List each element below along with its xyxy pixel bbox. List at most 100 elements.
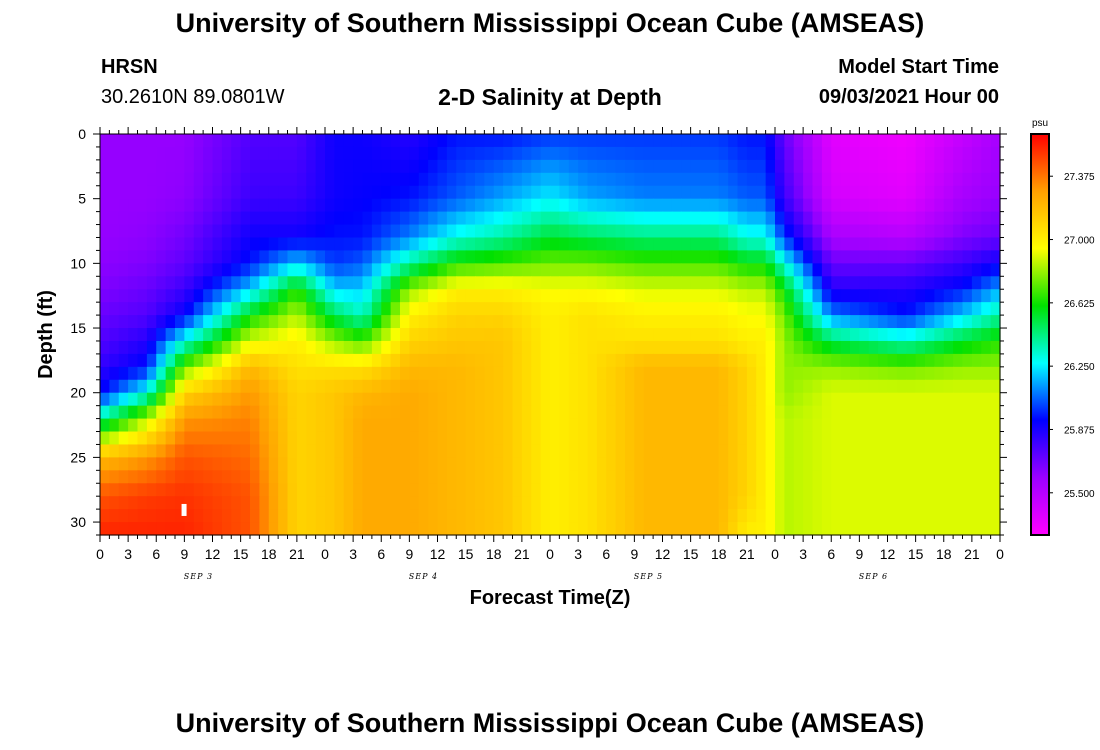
heatmap-cell (409, 328, 420, 342)
heatmap-cell (521, 431, 532, 446)
heatmap-cell (840, 315, 851, 329)
heatmap-cell (990, 263, 1001, 277)
heatmap-cell (503, 431, 514, 446)
heatmap-cell (662, 276, 673, 290)
heatmap-cell (118, 302, 129, 316)
heatmap-cell (559, 146, 570, 161)
heatmap-cell (606, 353, 617, 368)
heatmap-cell (128, 185, 139, 200)
heatmap-cell (268, 496, 279, 510)
heatmap-cell (118, 418, 129, 433)
heatmap-cell (803, 302, 814, 316)
heatmap-cell (296, 353, 307, 368)
heatmap-cell (625, 509, 635, 523)
heatmap-cell (315, 340, 326, 355)
heatmap-cell (634, 211, 645, 226)
heatmap-cell (484, 392, 495, 407)
heatmap-cell (915, 379, 926, 394)
heatmap-cell (775, 289, 785, 303)
heatmap-cell (990, 159, 1001, 174)
heatmap-cell (962, 392, 973, 407)
heatmap-cell (371, 172, 382, 187)
heatmap-cell (381, 289, 392, 303)
heatmap-cell (221, 522, 232, 536)
heatmap-cell (503, 289, 514, 303)
heatmap-cell (353, 431, 364, 446)
heatmap-cell (353, 483, 364, 497)
heatmap-cell (437, 198, 448, 213)
heatmap-cell (868, 470, 879, 484)
heatmap-cell (690, 353, 701, 368)
heatmap-cell (512, 457, 523, 471)
heatmap-cell (887, 224, 898, 239)
heatmap-cell (465, 444, 476, 458)
heatmap-cell (203, 496, 214, 510)
heatmap-cell (193, 172, 204, 187)
heatmap-cell (390, 496, 401, 510)
heatmap-cell (400, 340, 410, 355)
heatmap-cell (278, 366, 289, 381)
heatmap-cell (212, 315, 223, 329)
heatmap-cell (484, 431, 495, 446)
heatmap-cell (990, 353, 1001, 368)
heatmap-cell (381, 224, 392, 239)
heatmap-cell (550, 353, 560, 368)
heatmap-cell (221, 159, 232, 174)
heatmap-cell (953, 146, 964, 161)
heatmap-cell (475, 431, 485, 446)
heatmap-cell (456, 289, 467, 303)
heatmap-cell (343, 289, 354, 303)
heatmap-cell (343, 276, 354, 290)
heatmap-cell (775, 405, 785, 420)
heatmap-cell (803, 353, 814, 368)
heatmap-cell (409, 302, 420, 316)
heatmap-cell (625, 159, 635, 174)
heatmap-cell (193, 496, 204, 510)
heatmap-cell (175, 405, 185, 420)
heatmap-cell (765, 134, 776, 148)
heatmap-cell (418, 483, 429, 497)
heatmap-cell (390, 159, 401, 174)
heatmap-cell (718, 457, 729, 471)
heatmap-cell (568, 276, 579, 290)
heatmap-cell (503, 263, 514, 277)
heatmap-cell (287, 237, 298, 252)
heatmap-cell (409, 379, 420, 394)
heatmap-cell (784, 366, 795, 381)
heatmap-cell (268, 444, 279, 458)
x-tick-label: 15 (683, 546, 699, 562)
heatmap-cell (165, 418, 176, 433)
heatmap-cell (653, 470, 664, 484)
heatmap-cell (146, 224, 157, 239)
heatmap-cell (775, 366, 785, 381)
heatmap-cell (146, 431, 157, 446)
heatmap-cell (943, 134, 954, 148)
heatmap-cell (775, 470, 785, 484)
heatmap-cell (990, 522, 1001, 536)
heatmap-cell (231, 237, 242, 252)
heatmap-cell (296, 198, 307, 213)
heatmap-cell (728, 496, 739, 510)
heatmap-cell (381, 198, 392, 213)
heatmap-cell (184, 431, 195, 446)
heatmap-cell (296, 366, 307, 381)
heatmap-cell (746, 302, 757, 316)
heatmap-cell (137, 146, 148, 161)
heatmap-cell (193, 470, 204, 484)
heatmap-cell (962, 457, 973, 471)
heatmap-cell (521, 496, 532, 510)
heatmap-cell (465, 470, 476, 484)
heatmap-cell (109, 509, 120, 523)
heatmap-cell (578, 457, 589, 471)
heatmap-cell (203, 185, 214, 200)
heatmap-cell (212, 509, 223, 523)
heatmap-cell (887, 159, 898, 174)
heatmap-cell (175, 418, 185, 433)
heatmap-cell (840, 522, 851, 536)
heatmap-cell (259, 237, 270, 252)
heatmap-cell (596, 289, 607, 303)
heatmap-cell (981, 237, 992, 252)
heatmap-cell (737, 340, 748, 355)
heatmap-cell (146, 392, 157, 407)
heatmap-cell (615, 289, 626, 303)
